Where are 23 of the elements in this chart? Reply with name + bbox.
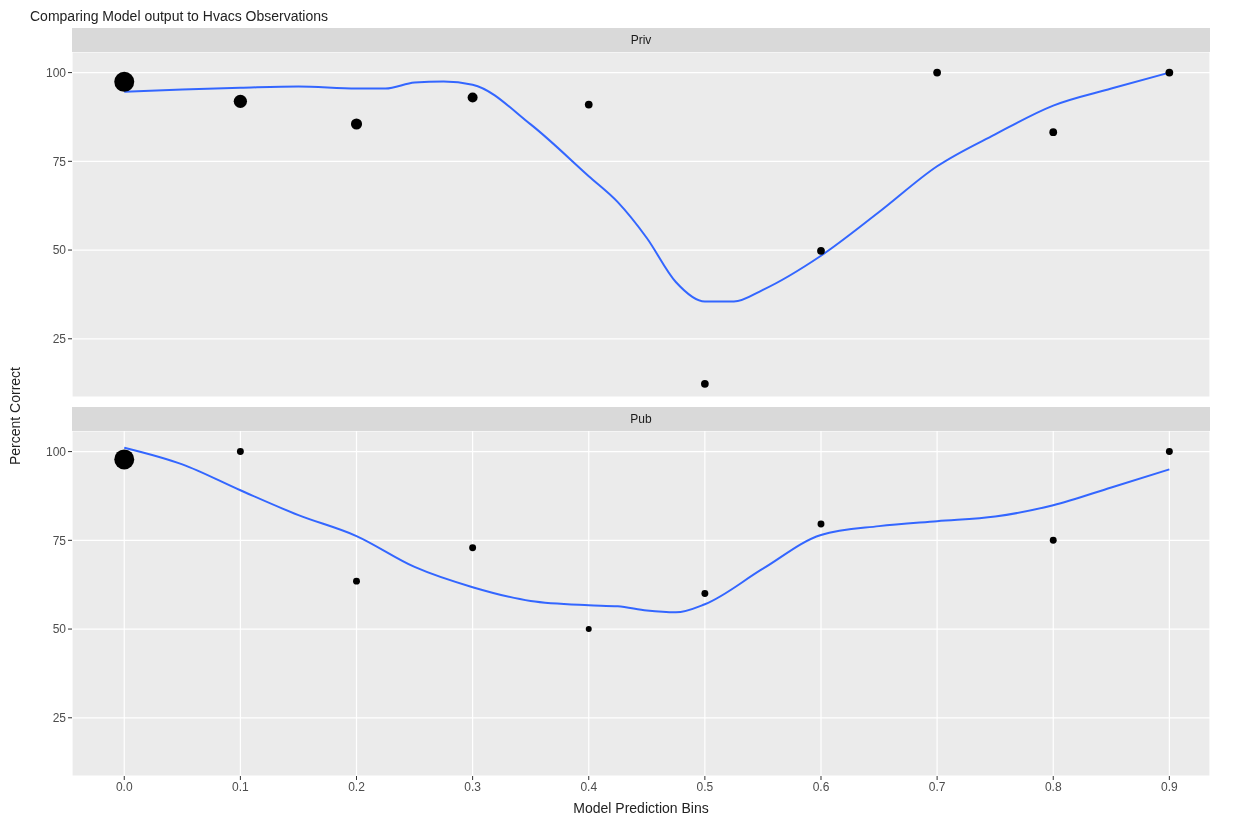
y-tick-label: 75	[52, 533, 67, 548]
x-tick-label: 0.1	[232, 779, 250, 794]
y-tick-label: 50	[52, 243, 67, 258]
chart-subtitle: Pub	[72, 407, 1210, 431]
y-tick-label: 25	[52, 711, 67, 726]
chart-title: Comparing Model output to Hvacs Observations	[30, 8, 330, 24]
y-tick-label: 75	[52, 154, 67, 169]
x-tick-label: 0.6	[812, 779, 830, 794]
x-tick-label: 0.3	[464, 779, 482, 794]
x-tick-label: 0.8	[1044, 779, 1062, 794]
y-tick-label: 100	[45, 65, 67, 80]
y-tick-label: 50	[52, 622, 67, 637]
x-tick-label: 0.5	[696, 779, 714, 794]
y-tick-label: 25	[52, 332, 67, 347]
x-tick-label: 0.4	[580, 779, 598, 794]
chart-subtitle: Priv	[72, 28, 1210, 52]
y-tick-label: 100	[45, 444, 67, 459]
x-axis-title: Model Prediction Bins	[572, 800, 710, 816]
x-tick-label: 0.7	[928, 779, 946, 794]
x-tick-label: 0.9	[1161, 779, 1179, 794]
x-tick-label: 0.0	[115, 779, 133, 794]
x-tick-label: 0.2	[348, 779, 366, 794]
y-axis-title: Percent Correct	[7, 366, 23, 468]
